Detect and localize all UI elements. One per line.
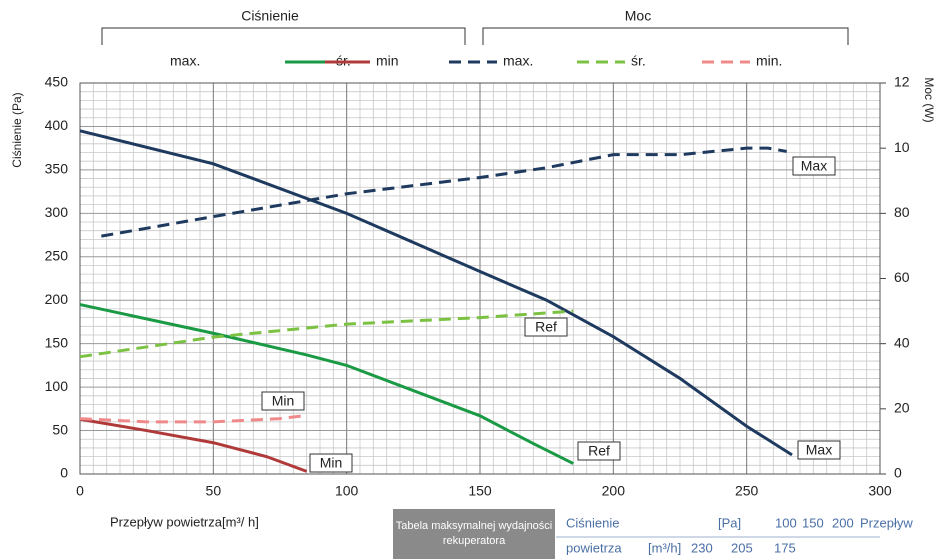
table-cell: 100 — [775, 515, 797, 530]
series-line — [79, 417, 308, 473]
x-tick-label: 150 — [468, 483, 492, 499]
y-tick-label: 350 — [45, 161, 69, 177]
table-title-wrap: Tabela maksymalnej wydajności rekuperato… — [395, 520, 553, 547]
series-line — [79, 129, 793, 457]
annotation-box — [261, 391, 305, 411]
legend-label: min. — [756, 53, 782, 69]
bracket — [482, 27, 849, 45]
y2-tick-label: 80 — [894, 204, 910, 220]
y2-tick-label: 12 — [894, 74, 910, 90]
table-cell: [m³/h] — [648, 540, 681, 555]
group-title: Moc — [625, 8, 651, 24]
annotation: Min — [320, 455, 343, 471]
table-title: Tabela maksymalnej wydajności rekuperato… — [395, 520, 553, 547]
annotation: Max — [806, 442, 832, 458]
y2-tick-label: 40 — [894, 334, 910, 350]
table-cell: [Pa] — [718, 515, 741, 530]
annotation-box — [309, 453, 353, 473]
y2-tick-label: 0 — [894, 465, 902, 481]
y-tick-label: 250 — [45, 247, 69, 263]
y2-axis-label: Moc (W) — [922, 77, 936, 122]
table-cell: Przepływ — [860, 515, 913, 530]
annotation-box — [524, 317, 568, 337]
table-cell: Ciśnienie — [566, 515, 619, 530]
y-tick-label: 150 — [45, 334, 69, 350]
y-axis-label: Ciśnienie (Pa) — [10, 92, 24, 167]
y2-tick-label: 60 — [894, 269, 910, 285]
legend-label: max. — [503, 53, 533, 69]
annotation: Max — [801, 158, 827, 174]
series-line — [79, 413, 307, 424]
plot-frame — [79, 82, 881, 475]
bracket — [101, 27, 466, 45]
table-cell: 175 — [774, 540, 796, 555]
annotation: Min — [272, 393, 295, 409]
table-cell: powietrza — [566, 540, 622, 555]
table-cell: 200 — [832, 515, 854, 530]
y-tick-label: 200 — [45, 291, 69, 307]
annotation-box — [577, 441, 621, 461]
y-tick-label: 400 — [45, 117, 69, 133]
y-tick-label: 100 — [45, 378, 69, 394]
group-title: Ciśnienie — [241, 8, 299, 24]
annotation-box — [797, 440, 841, 460]
x-tick-label: 50 — [206, 483, 222, 499]
x-tick-label: 250 — [735, 483, 759, 499]
x-tick-label: 200 — [602, 483, 626, 499]
y-tick-label: 450 — [45, 74, 69, 90]
annotation: Ref — [588, 443, 610, 459]
table-cell: 205 — [731, 540, 753, 555]
y-tick-label: 0 — [60, 465, 68, 481]
series-line — [101, 146, 787, 238]
y2-tick-label: 20 — [894, 400, 910, 416]
annotation: Ref — [535, 319, 557, 335]
series-line — [79, 303, 575, 465]
table-title-box — [393, 509, 555, 559]
y2-tick-label: 10 — [894, 139, 910, 155]
y-tick-label: 50 — [52, 421, 68, 437]
legend-label: śr. — [631, 53, 646, 69]
x-axis-label: Przepływ powietrza[m³/ h] — [110, 514, 259, 529]
table-cell: 150 — [802, 515, 824, 530]
table-cell: 230 — [691, 540, 713, 555]
y-tick-label: 300 — [45, 204, 69, 220]
x-tick-label: 0 — [76, 483, 84, 499]
series-line — [79, 309, 574, 359]
annotation-box — [792, 156, 836, 176]
legend-label: min — [376, 53, 399, 69]
x-tick-label: 100 — [335, 483, 359, 499]
x-tick-label: 300 — [868, 483, 892, 499]
legend-label: max. — [170, 53, 200, 69]
